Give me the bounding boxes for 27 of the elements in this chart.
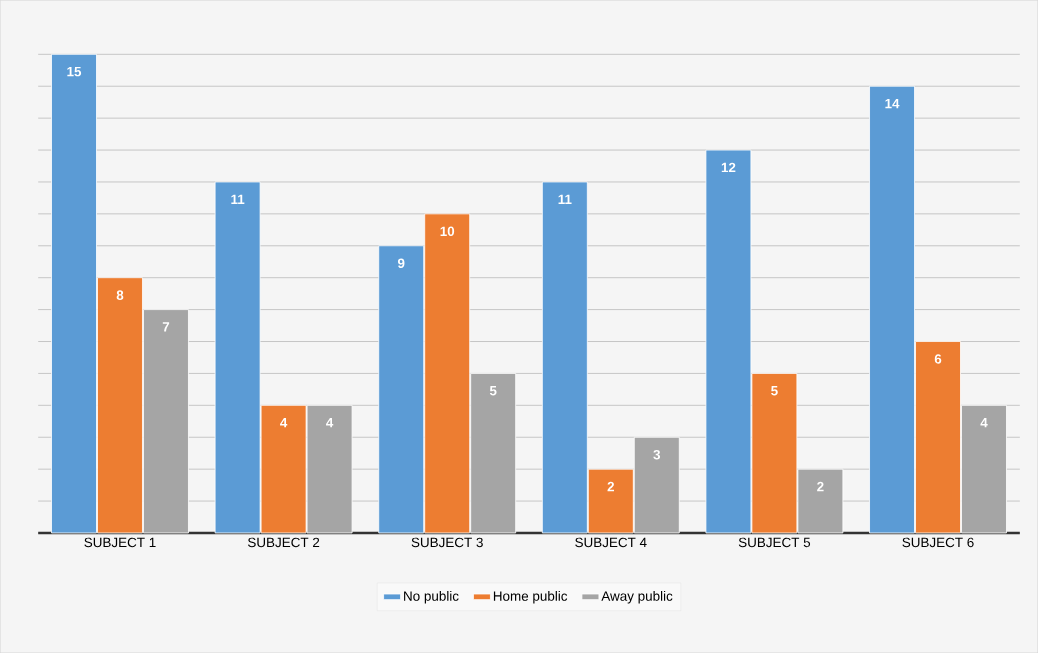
legend-label: Home public (493, 590, 568, 604)
data-label: 12 (721, 162, 736, 173)
x-tick-label: SUBJECT 4 (575, 537, 647, 548)
data-label: 7 (162, 322, 170, 332)
data-label: 5 (771, 386, 778, 396)
data-label: 9 (397, 258, 405, 268)
x-tick-label: SUBJECT 1 (84, 537, 156, 548)
x-tick-label: SUBJECT 6 (902, 537, 974, 548)
data-label: 14 (885, 98, 900, 109)
data-label: 4 (980, 417, 988, 428)
legend-label: Away public (601, 590, 673, 604)
x-tick-label: SUBJECT 3 (411, 537, 483, 548)
data-label: 11 (231, 194, 245, 204)
data-label: 5 (489, 386, 497, 396)
data-label: 4 (280, 417, 288, 428)
data-label: 4 (326, 417, 334, 428)
x-tick-label: SUBJECT 2 (247, 537, 320, 548)
data-label: 15 (67, 66, 82, 77)
data-label: 2 (817, 481, 824, 492)
data-label: 3 (653, 449, 661, 460)
legend-label: No public (404, 590, 459, 604)
data-label: 11 (558, 194, 572, 204)
x-tick-label: SUBJECT 5 (738, 537, 811, 548)
data-label: 8 (116, 290, 124, 300)
data-label: 2 (607, 481, 614, 492)
data-label: 10 (440, 226, 455, 236)
data-label: 6 (934, 354, 942, 364)
